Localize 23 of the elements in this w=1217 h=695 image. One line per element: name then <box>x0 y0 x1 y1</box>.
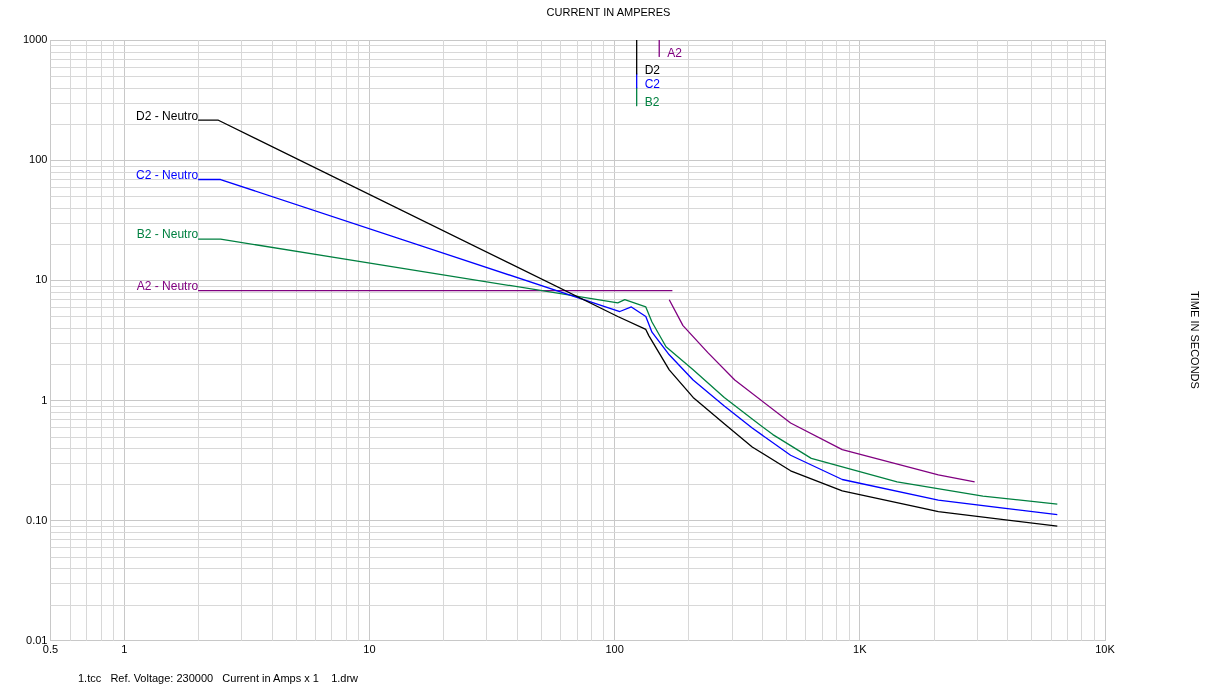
x-tick-label: 1K <box>853 643 868 656</box>
x-tick-label: 10K <box>1095 643 1116 656</box>
text: TIME IN SECONDS <box>1189 290 1201 391</box>
series-label: D2 <box>644 63 661 78</box>
series-label: C2 <box>644 77 661 92</box>
series-label: A2 <box>667 45 683 60</box>
y-tick-label: 1 <box>41 393 48 406</box>
series-label: C2 - Neutro <box>136 167 199 182</box>
series-label: A2 - Neutro <box>136 278 199 293</box>
y-tick-label: 1000 <box>22 33 48 46</box>
text: 1.tcc Ref. Voltage: 230000 Current in Amps x 1 1.drw <box>78 672 359 684</box>
y-tick-label: 0.01 <box>26 633 48 646</box>
y-tick-label: 100 <box>29 153 48 166</box>
x-tick-label: 1 <box>121 643 128 656</box>
y-tick-label: 0.10 <box>26 513 48 526</box>
x-axis-title: CURRENT IN AMPERES <box>545 6 672 18</box>
series-label: B2 <box>644 95 660 109</box>
x-tick-label: 100 <box>605 643 624 656</box>
series-label: D2 - Neutro <box>136 108 199 123</box>
series-label: B2 - Neutro <box>136 227 199 242</box>
y-tick-label: 10 <box>35 273 48 286</box>
x-tick-label: 0.5 <box>42 643 59 656</box>
x-tick-label: 10 <box>363 643 376 656</box>
